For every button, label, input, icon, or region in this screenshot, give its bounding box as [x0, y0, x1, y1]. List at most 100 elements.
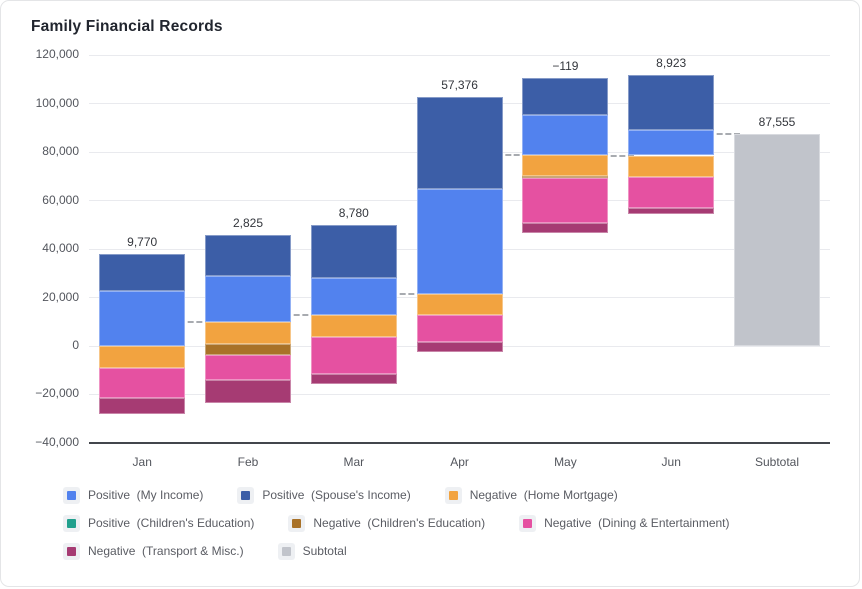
- bar-segment-apr-positive-my-income[interactable]: [416, 189, 503, 295]
- bar-segment-feb-negative-children-s-education[interactable]: [205, 343, 291, 355]
- waterfall-connector: [285, 314, 317, 317]
- legend-label-negative-children-s-education: Negative (Children's Education): [313, 516, 486, 530]
- bar-segment-mar-positive-my-income[interactable]: [310, 277, 397, 316]
- bar-segment-apr-negative-transport-misc[interactable]: [416, 341, 503, 353]
- bar-segment-feb-negative-home-mortgage[interactable]: [205, 322, 291, 344]
- bar-segment-apr-positive-spouse-s-income[interactable]: [416, 97, 503, 190]
- bar-segment-feb-negative-dining-entertainment[interactable]: [205, 354, 291, 380]
- bar-segment-mar-positive-spouse-s-income[interactable]: [310, 225, 397, 278]
- chart-title: Family Financial Records: [31, 18, 223, 35]
- legend-color-icon: [241, 490, 251, 500]
- y-axis-tick-label: 40,000: [42, 241, 79, 256]
- legend-label-positive-children-s-education: Positive (Children's Education): [88, 516, 255, 530]
- bar-segment-jan-positive-my-income[interactable]: [99, 291, 186, 346]
- bar-segment-may-positive-my-income[interactable]: [522, 115, 609, 156]
- bar-segment-feb-positive-spouse-s-income[interactable]: [205, 235, 291, 277]
- bar-segment-subtotal-subtotal[interactable]: [734, 133, 820, 346]
- bar-segment-jan-positive-spouse-s-income[interactable]: [99, 254, 186, 292]
- bar-segment-jun-positive-spouse-s-income[interactable]: [628, 75, 715, 130]
- bar-segment-feb-negative-transport-misc[interactable]: [205, 379, 291, 403]
- y-axis-tick-label: 100,000: [35, 95, 79, 110]
- legend-swatch-negative-children-s-education: [288, 514, 306, 532]
- bar-segment-jan-negative-transport-misc[interactable]: [99, 398, 186, 415]
- chart-legend: Positive (My Income) Positive (Spouse's I…: [63, 485, 823, 569]
- legend-swatch-positive-children-s-education: [63, 514, 80, 532]
- bar-segment-jun-negative-transport-misc[interactable]: [628, 207, 715, 215]
- legend-color-icon: [281, 546, 291, 556]
- legend-swatch-positive-my-income: [63, 486, 80, 504]
- waterfall-connector: [708, 132, 740, 135]
- legend-color-icon: [67, 518, 76, 528]
- bar-segment-may-negative-home-mortgage[interactable]: [522, 155, 609, 176]
- legend-label-negative-dining-entertainment: Negative (Dining & Entertainment): [544, 516, 730, 530]
- legend-item-negative-dining-entertainment[interactable]: Negative (Dining & Entertainment): [519, 514, 730, 532]
- waterfall-connector: [496, 154, 529, 157]
- bar-segment-mar-negative-home-mortgage[interactable]: [310, 315, 397, 338]
- bar-total-label-jun: 8,923: [656, 56, 687, 71]
- legend-item-subtotal[interactable]: Subtotal: [277, 542, 347, 560]
- legend-label-negative-home-mortgage: Negative (Home Mortgage): [469, 488, 618, 502]
- y-axis-tick-label: 20,000: [42, 289, 79, 304]
- legend-color-icon: [67, 490, 76, 500]
- legend-item-positive-spouse-s-income[interactable]: Positive (Spouse's Income): [237, 486, 411, 504]
- bar-segment-may-negative-dining-entertainment[interactable]: [522, 177, 609, 223]
- bar-total-label-apr: 57,376: [441, 78, 478, 93]
- bar-segment-jun-positive-my-income[interactable]: [628, 129, 715, 156]
- bar-segment-jan-negative-dining-entertainment[interactable]: [99, 368, 186, 399]
- x-axis-label-may: May: [554, 455, 577, 469]
- x-axis-label-jun: Jun: [661, 455, 681, 469]
- waterfall-connector: [602, 154, 635, 157]
- waterfall-connector: [179, 321, 211, 324]
- legend-item-negative-transport-misc[interactable]: Negative (Transport & Misc.): [63, 542, 244, 560]
- legend-swatch-subtotal: [277, 542, 295, 560]
- bar-segment-may-negative-children-s-education[interactable]: [522, 175, 609, 178]
- y-axis-tick-label: 60,000: [42, 192, 79, 207]
- y-axis-tick-label: 80,000: [42, 144, 79, 159]
- legend-swatch-negative-home-mortgage: [444, 486, 462, 504]
- legend-label-positive-spouse-s-income: Positive (Spouse's Income): [262, 488, 411, 502]
- legend-row: Negative (Transport & Misc.) Subtotal: [63, 541, 823, 561]
- legend-item-negative-home-mortgage[interactable]: Negative (Home Mortgage): [444, 486, 618, 504]
- x-axis-label-mar: Mar: [343, 455, 365, 469]
- x-axis-line: [89, 442, 830, 444]
- legend-swatch-negative-transport-misc: [63, 542, 80, 560]
- bar-total-label-mar: 8,780: [338, 206, 369, 221]
- bar-segment-jun-negative-home-mortgage[interactable]: [628, 155, 715, 177]
- legend-row: Positive (My Income) Positive (Spouse's I…: [63, 485, 823, 505]
- y-axis-tick-label: −20,000: [35, 386, 79, 401]
- bar-segment-jan-negative-home-mortgage[interactable]: [99, 346, 186, 369]
- bar-segment-apr-negative-dining-entertainment[interactable]: [416, 315, 503, 342]
- x-axis-label-feb: Feb: [237, 455, 259, 469]
- bar-segment-feb-positive-my-income[interactable]: [205, 276, 291, 323]
- bar-total-label-may: −119: [552, 58, 579, 73]
- x-axis-label-jan: Jan: [132, 455, 152, 469]
- legend-color-icon: [292, 518, 302, 528]
- legend-swatch-negative-dining-entertainment: [519, 514, 537, 532]
- legend-row: Positive (Children's Education) Negative …: [63, 513, 823, 533]
- y-axis-tick-label: −40,000: [35, 434, 79, 449]
- x-axis-label-apr: Apr: [450, 455, 469, 469]
- legend-color-icon: [448, 490, 458, 500]
- legend-label-positive-my-income: Positive (My Income): [88, 488, 204, 502]
- legend-label-subtotal: Subtotal: [302, 544, 347, 558]
- bar-total-label-jan: 9,770: [127, 235, 158, 250]
- bar-segment-apr-negative-home-mortgage[interactable]: [416, 294, 503, 316]
- legend-color-icon: [67, 546, 76, 556]
- legend-item-positive-my-income[interactable]: Positive (My Income): [63, 486, 204, 504]
- legend-swatch-positive-spouse-s-income: [237, 486, 255, 504]
- waterfall-chart-plot: 120,000 100,000 80,000 60,000 40,000 20,000 0 −…: [1, 1, 859, 481]
- legend-label-negative-transport-misc: Negative (Transport & Misc.): [88, 544, 244, 558]
- gridline: [89, 54, 830, 56]
- y-axis-tick-label: 0: [72, 338, 79, 352]
- legend-item-positive-children-s-education[interactable]: Positive (Children's Education): [63, 514, 255, 532]
- bar-segment-mar-negative-transport-misc[interactable]: [310, 373, 397, 385]
- bar-segment-mar-negative-dining-entertainment[interactable]: [310, 337, 397, 374]
- bar-segment-may-positive-spouse-s-income[interactable]: [522, 77, 609, 116]
- x-axis-label-subtotal: Subtotal: [754, 455, 800, 469]
- gridline: [89, 393, 830, 395]
- bar-total-label-subtotal: 87,555: [758, 114, 796, 129]
- bar-segment-jun-negative-dining-entertainment[interactable]: [628, 176, 715, 208]
- legend-item-negative-children-s-education[interactable]: Negative (Children's Education): [288, 514, 486, 532]
- bar-segment-may-negative-transport-misc[interactable]: [522, 222, 609, 233]
